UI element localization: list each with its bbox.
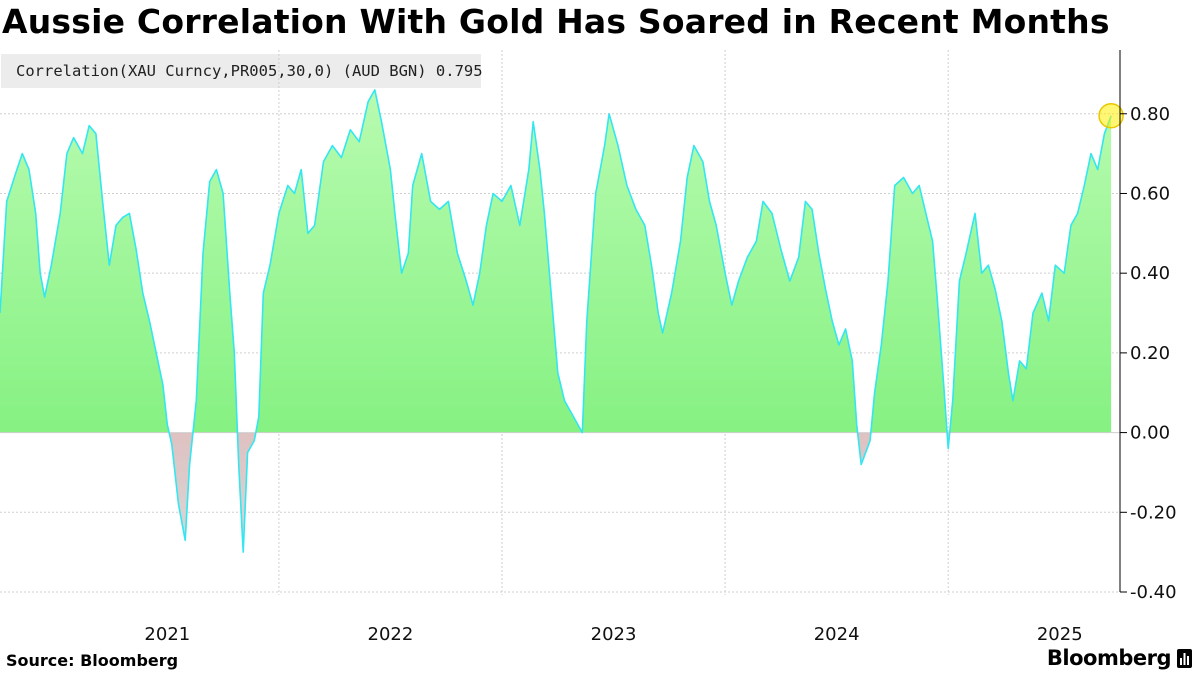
y-tick-label: -0.40 bbox=[1130, 582, 1177, 603]
x-tick-label: 2022 bbox=[368, 624, 414, 645]
brand-logo: Bloomberg bbox=[1047, 646, 1192, 670]
x-axis: 2021 2022 2023 2024 2025 bbox=[144, 624, 1082, 645]
positive-area bbox=[0, 89, 1112, 433]
area-fills bbox=[0, 89, 1120, 553]
source-note: Source: Bloomberg bbox=[6, 651, 179, 670]
legend: Correlation(XAU Curncy,PR005,30,0) (AUD … bbox=[1, 54, 483, 88]
latest-value-marker bbox=[1098, 103, 1124, 129]
series-line bbox=[0, 89, 1112, 553]
series-line-layer bbox=[0, 89, 1124, 553]
chart-title: Aussie Correlation With Gold Has Soared … bbox=[2, 2, 1110, 41]
y-tick-label: -0.20 bbox=[1130, 502, 1177, 523]
y-axis: 0.80 0.60 0.40 0.20 0.00 -0.20 -0.40 bbox=[1119, 50, 1177, 603]
y-tick-label: 0.00 bbox=[1130, 423, 1170, 444]
x-tick-label: 2025 bbox=[1037, 624, 1083, 645]
gridlines bbox=[0, 50, 1120, 595]
bloomberg-terminal-icon bbox=[1177, 648, 1192, 668]
y-tick-label: 0.20 bbox=[1130, 343, 1170, 364]
x-tick-label: 2021 bbox=[144, 624, 190, 645]
negative-area bbox=[0, 432, 1112, 553]
x-tick-label: 2023 bbox=[591, 624, 637, 645]
legend-label: Correlation(XAU Curncy,PR005,30,0) (AUD … bbox=[16, 62, 483, 80]
y-tick-label: 0.60 bbox=[1130, 183, 1170, 204]
y-tick-label: 0.80 bbox=[1130, 104, 1170, 125]
x-tick-label: 2024 bbox=[814, 624, 860, 645]
y-tick-label: 0.40 bbox=[1130, 263, 1170, 284]
brand-name: Bloomberg bbox=[1046, 646, 1172, 670]
